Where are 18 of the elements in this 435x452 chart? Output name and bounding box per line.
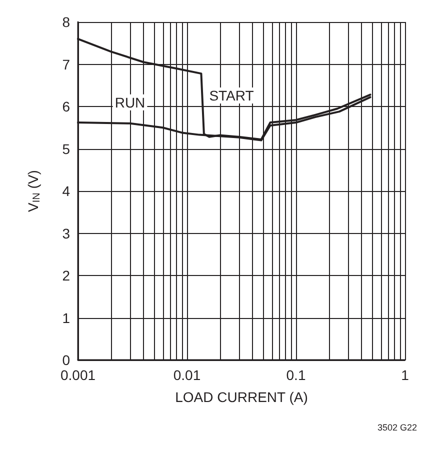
y-tick-label: 6 [62,98,70,114]
x-tick-label: 0.01 [173,367,201,383]
y-tick-label: 5 [62,140,70,157]
y-axis-title: VIN (V) [25,170,42,212]
y-tick-label: 8 [62,14,70,30]
series-label: START [209,88,254,104]
y-tick-label: 4 [62,183,70,199]
y-tick-label: 7 [62,56,70,72]
x-axis-title: LOAD CURRENT (A) [175,389,308,405]
series-label: RUN [114,94,146,110]
y-tick-label: 0 [62,352,70,368]
text: 3502 G22 [377,422,418,432]
y-tick-label: 3 [62,225,70,242]
x-tick-label: 1 [401,367,410,383]
x-tick-label: 0.001 [60,367,96,383]
y-tick-label: 1 [62,310,70,326]
y-tick-label: 2 [62,268,70,284]
x-tick-label: 0.1 [286,367,306,383]
